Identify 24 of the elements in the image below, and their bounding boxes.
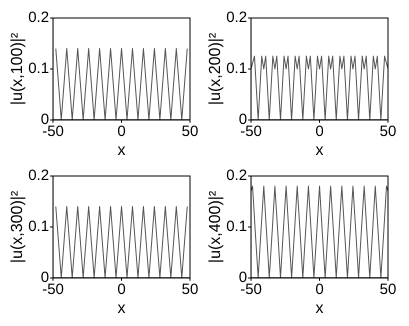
y-tick-label: 0.2 (28, 9, 50, 26)
x-tick-label: 0 (315, 280, 324, 298)
x-axis-title: x (316, 142, 324, 159)
x-axis-title: x (118, 300, 126, 317)
x-tick-label: 0 (315, 122, 324, 140)
x-axis-title: x (118, 142, 126, 159)
y-tick-label: 0.1 (226, 218, 248, 236)
x-tick-label: 50 (182, 122, 198, 140)
y-tick-label: 0.1 (28, 218, 50, 236)
y-tick-label: 0.2 (226, 9, 248, 26)
y-axis-title: |u(x,400)|² (207, 190, 224, 264)
x-tick-label: 50 (182, 280, 198, 298)
y-axis-title: |u(x,200)|² (207, 32, 224, 106)
y-tick-label: 0.2 (226, 167, 248, 184)
y-axis-title: |u(x,100)|² (9, 32, 26, 106)
y-tick-label: 0.1 (28, 60, 50, 78)
y-tick-label: 0.1 (226, 60, 248, 78)
x-tick-label: 50 (380, 280, 396, 298)
y-tick-label: 0.2 (28, 167, 50, 184)
x-tick-label: 50 (380, 122, 396, 140)
y-axis-title: |u(x,300)|² (9, 190, 26, 264)
x-tick-label: 0 (117, 280, 126, 298)
x-tick-label: 0 (117, 122, 126, 140)
x-axis-title: x (316, 300, 324, 317)
